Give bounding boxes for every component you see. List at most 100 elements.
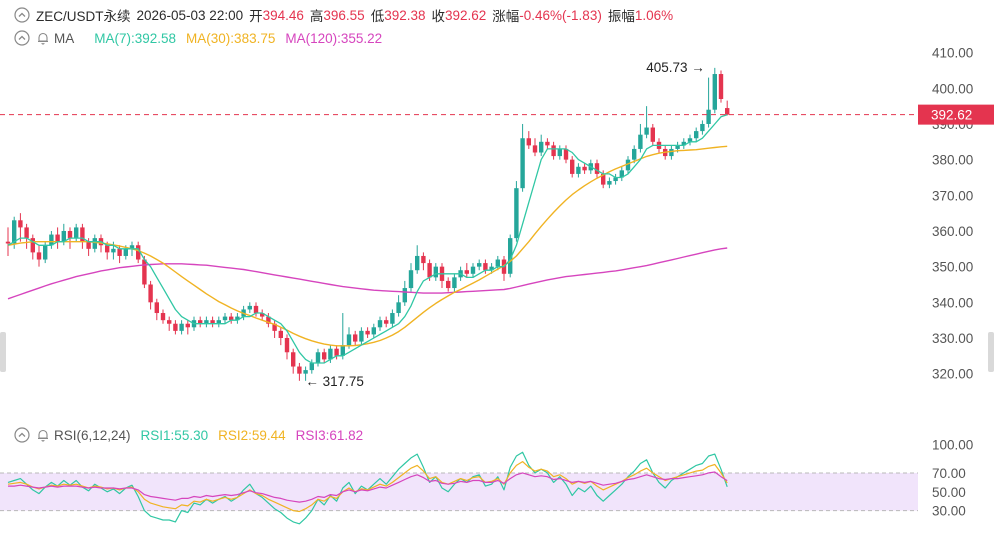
candle-body (625, 159, 631, 171)
candle-body (80, 227, 85, 242)
collapse-chevron-icon[interactable] (14, 427, 30, 443)
right-drag-handle[interactable] (988, 332, 994, 372)
candle-body (582, 166, 587, 171)
change-value: -0.46%(-1.83) (519, 7, 602, 23)
candle-body (74, 227, 79, 239)
candle-body (67, 230, 73, 239)
candle-body (669, 148, 674, 157)
y-tick-label: 360.00 (932, 224, 973, 239)
candle-body (105, 245, 110, 253)
candle-body (303, 370, 308, 374)
y-tick-label: 400.00 (932, 81, 973, 96)
candle-body (229, 316, 234, 321)
y-tick-label: 330.00 (932, 331, 973, 346)
candle-body (49, 234, 54, 246)
candle-body (576, 166, 581, 174)
candle-body (557, 148, 562, 157)
y-tick-label: 320.00 (932, 367, 973, 382)
rsi2-value: RSI2:59.44 (218, 427, 286, 443)
candle-body (148, 284, 153, 303)
candle-body (601, 173, 606, 185)
alert-bell-icon[interactable] (36, 31, 50, 45)
ohlc-header: ZEC/USDT永续 2026-05-03 22:00 开 394.46 高 3… (0, 4, 673, 26)
candle-body (607, 181, 612, 185)
candle-body (563, 148, 569, 160)
candle-body (43, 245, 48, 260)
candle-body (204, 320, 209, 324)
candle-body (545, 141, 550, 146)
candle-body (725, 108, 730, 115)
y-tick-label: 370.00 (932, 188, 973, 203)
candle-body (495, 259, 500, 267)
candle-body (390, 313, 395, 324)
candle-body (532, 145, 538, 153)
candle-body (644, 127, 649, 135)
y-tick-label: 380.00 (932, 153, 973, 168)
alert-bell-icon[interactable] (36, 428, 50, 442)
candle-body (514, 188, 519, 239)
candle-body (520, 138, 525, 189)
ma7-value: MA(7):392.58 (94, 30, 177, 46)
candle-body (260, 313, 265, 317)
candle-body (111, 248, 116, 253)
candle-body (284, 337, 290, 353)
rsi3-value: RSI3:61.82 (295, 427, 364, 443)
ma30-value: MA(30):383.75 (186, 30, 276, 46)
candle-body (142, 259, 147, 285)
high-label: 高 (309, 9, 324, 24)
candle-body (470, 266, 476, 274)
candle-body (86, 241, 91, 249)
candle-body (371, 327, 376, 335)
candle-body (92, 238, 97, 249)
last-price-label: 392.62 (931, 108, 972, 123)
candle-body (253, 305, 259, 314)
candle-body (179, 323, 184, 331)
open-value: 394.46 (262, 7, 304, 23)
high-value: 396.55 (323, 7, 365, 23)
candle-body (5, 241, 11, 244)
amplitude-value: 1.06% (634, 7, 674, 23)
candle-body (346, 334, 352, 346)
candle-body (452, 277, 457, 289)
candle-body (687, 138, 693, 142)
candle-body (272, 323, 277, 331)
candle-body (694, 131, 699, 139)
candle-body (222, 316, 228, 321)
rsi-tick-label: 30.00 (932, 504, 966, 519)
open-label: 开 (249, 9, 263, 24)
rsi-legend: RSI(6,12,24) RSI1:55.30 RSI2:59.44 RSI3:… (0, 424, 363, 446)
candle-body (377, 320, 383, 328)
candle-body (570, 159, 575, 174)
candle-body (433, 266, 438, 278)
candle-body (396, 302, 401, 314)
rsi-line-3 (8, 471, 728, 503)
y-tick-label: 410.00 (932, 46, 973, 61)
candle-body (483, 263, 488, 271)
candle-body (712, 74, 717, 110)
left-drag-handle[interactable] (0, 332, 6, 372)
low-value: 392.38 (384, 7, 426, 23)
collapse-chevron-icon[interactable] (14, 30, 30, 46)
candle-body (446, 280, 451, 289)
candle-body (427, 263, 432, 278)
candle-body (675, 145, 680, 149)
max-annotation: 405.73 → (646, 60, 705, 75)
candle-body (154, 302, 159, 314)
y-tick-label: 350.00 (932, 260, 973, 275)
candle-body (235, 316, 240, 321)
ma30-line (7, 145, 728, 347)
candle-body (185, 323, 190, 328)
candle-body (421, 255, 426, 264)
candle-body (526, 138, 531, 146)
candle-body (551, 145, 556, 157)
candle-body (291, 352, 296, 367)
candle-body (160, 313, 166, 321)
collapse-chevron-icon[interactable] (14, 7, 30, 23)
candle-body (55, 234, 60, 242)
candle-body (638, 134, 643, 149)
candle-body (61, 230, 66, 242)
candle-body (322, 352, 327, 360)
candle-body (309, 362, 314, 371)
candle-body (129, 245, 135, 249)
